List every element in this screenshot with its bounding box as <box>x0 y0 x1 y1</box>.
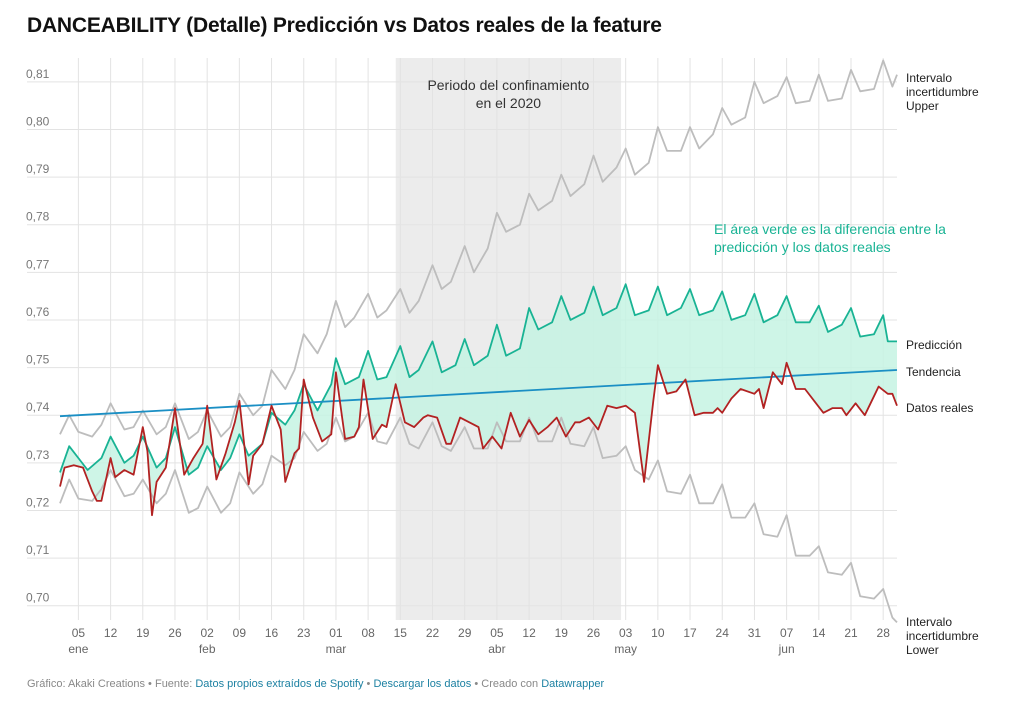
y-tick-label: 0,71 <box>26 543 50 557</box>
x-tick-label: 19 <box>555 626 569 640</box>
x-tick-label: 19 <box>136 626 150 640</box>
x-tick-label: 21 <box>844 626 858 640</box>
x-tick-label: 15 <box>394 626 408 640</box>
x-tick-label: 08 <box>361 626 375 640</box>
x-tick-labels: 05 ene 12 19 26 02 feb 09 16 23 01 mar 08 15 22 29 05 abr… <box>68 626 890 656</box>
footer-sep-2: • <box>363 678 374 690</box>
x-tick-label: 23 <box>297 626 311 640</box>
x-tick-label: 17 <box>683 626 697 640</box>
x-tick-label: 10 <box>651 626 665 640</box>
grid-layer <box>27 58 897 620</box>
chart-title: DANCEABILITY (Detalle) Predicción vs Dat… <box>27 14 662 37</box>
y-tick-label: 0,78 <box>26 210 50 224</box>
x-month-label: abr <box>488 642 505 656</box>
label-prediccion: Predicción <box>906 338 962 352</box>
footer-datawrapper-link[interactable]: Datawrapper <box>541 678 605 690</box>
y-tick-label: 0,73 <box>26 448 50 462</box>
footer-sep-3: • <box>471 678 482 690</box>
x-tick-label: 09 <box>233 626 247 640</box>
area-annotation-line-1: El área verde es la diferencia entre la <box>714 221 946 237</box>
y-tick-label: 0,74 <box>26 400 50 414</box>
footer-source-label: Fuente: <box>154 678 196 690</box>
series-line-intervalo-incertidumbre-upper <box>59 59 898 440</box>
series-lines-layer <box>59 59 898 624</box>
x-tick-label: 12 <box>104 626 118 640</box>
x-month-label: may <box>614 642 637 656</box>
label-lower-line-1: Intervalo <box>906 615 952 629</box>
series-line-datos-reales <box>59 361 898 517</box>
lockdown-label-line-1: Periodo del confinamiento <box>427 77 589 93</box>
difference-area <box>60 284 897 516</box>
label-lower-line-3: Lower <box>906 643 939 657</box>
label-lower-line-2: incertidumbre <box>906 629 979 643</box>
footer-credit: Gráfico: Akaki Creations <box>27 678 145 690</box>
footer-source-link[interactable]: Datos propios extraídos de Spotify <box>195 678 364 690</box>
y-tick-label: 0,72 <box>26 495 50 509</box>
label-upper-line-3: Upper <box>906 99 939 113</box>
x-month-label: feb <box>199 642 216 656</box>
footer: Gráfico: Akaki Creations • Fuente: Datos… <box>27 678 604 690</box>
x-tick-label: 26 <box>168 626 182 640</box>
series-line-intervalo-incertidumbre-lower <box>59 411 898 624</box>
footer-made-label: Creado con <box>481 678 542 690</box>
area-annotation-line-2: predicción y los datos reales <box>714 239 891 255</box>
y-tick-label: 0,76 <box>26 305 50 319</box>
series-line-predicci-n <box>59 283 897 476</box>
footer-download-link[interactable]: Descargar los datos <box>373 678 472 690</box>
y-tick-label: 0,70 <box>26 591 50 605</box>
y-tick-labels: 0,70 0,71 0,72 0,73 0,74 0,75 0,76 0,77 0,78 0,79… <box>26 67 50 605</box>
x-month-label: ene <box>68 642 88 656</box>
x-tick-label: 28 <box>877 626 891 640</box>
x-tick-label: 29 <box>458 626 472 640</box>
x-tick-label: 24 <box>716 626 730 640</box>
x-tick-label: 22 <box>426 626 440 640</box>
series-line-tendencia <box>59 369 898 418</box>
series-end-labels: Predicción Tendencia Datos reales Intervalo… <box>906 71 979 657</box>
label-upper-line-2: incertidumbre <box>906 85 979 99</box>
lockdown-label-line-2: en el 2020 <box>476 95 542 111</box>
x-tick-label: 16 <box>265 626 279 640</box>
annotations-layer: Periodo del confinamiento en el 2020 El ár… <box>427 77 946 255</box>
x-tick-label: 02 <box>200 626 214 640</box>
label-tendencia: Tendencia <box>906 365 961 379</box>
footer-sep-1: • <box>145 678 155 690</box>
x-tick-label: 14 <box>812 626 826 640</box>
y-tick-label: 0,80 <box>26 114 50 128</box>
y-tick-label: 0,79 <box>26 162 50 176</box>
label-datos-reales: Datos reales <box>906 401 973 415</box>
difference-area-layer <box>60 284 897 516</box>
x-tick-label: 31 <box>748 626 762 640</box>
x-tick-label: 07 <box>780 626 794 640</box>
x-tick-label: 05 <box>490 626 504 640</box>
y-tick-label: 0,77 <box>26 257 50 271</box>
label-upper-line-1: Intervalo <box>906 71 952 85</box>
y-tick-label: 0,81 <box>26 67 50 81</box>
x-month-label: jun <box>778 642 795 656</box>
y-tick-label: 0,75 <box>26 353 50 367</box>
x-tick-label: 26 <box>587 626 601 640</box>
x-tick-label: 05 <box>72 626 86 640</box>
x-tick-label: 12 <box>522 626 536 640</box>
x-tick-label: 03 <box>619 626 633 640</box>
x-month-label: mar <box>326 642 347 656</box>
x-tick-label: 01 <box>329 626 343 640</box>
